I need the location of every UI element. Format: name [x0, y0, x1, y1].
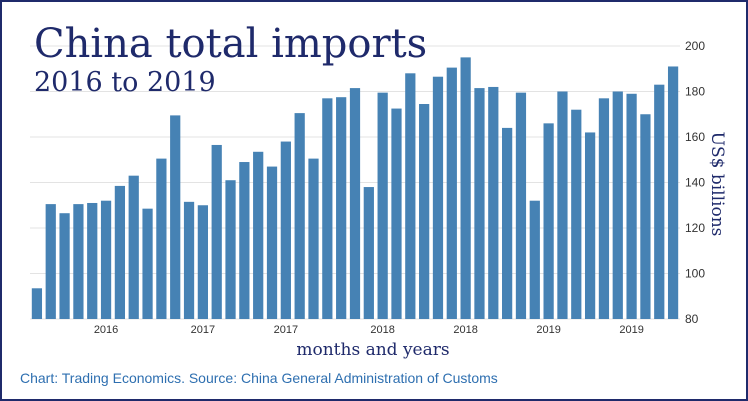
bar-5	[100, 200, 112, 319]
bar-45	[654, 84, 665, 320]
chart-subtitle: 2016 to 2019	[34, 67, 216, 98]
bar-9	[156, 158, 167, 319]
bar-26	[391, 108, 402, 319]
bar-16	[253, 151, 264, 319]
x-tick-label: 2017	[191, 324, 215, 336]
bar-18	[280, 141, 291, 319]
bar-36	[529, 200, 540, 319]
x-tick-labels: 2016 2017 2017 2018 2018 2019 2019	[94, 324, 644, 336]
bar-31	[460, 57, 471, 320]
bar-12	[197, 205, 208, 319]
bar-43	[626, 93, 637, 319]
x-tick-label: 2018	[453, 324, 477, 336]
x-tick-label: 2018	[370, 324, 394, 336]
bar-10	[170, 115, 181, 319]
y-tick-label: 140	[685, 176, 705, 190]
bar-28	[419, 104, 430, 319]
bar-3	[73, 204, 84, 319]
bar-32	[474, 88, 485, 319]
bar-29	[432, 76, 444, 320]
bar-41	[598, 98, 610, 319]
bar-37	[543, 123, 554, 319]
bar-7	[128, 175, 139, 319]
source-note: Chart: Trading Economics. Source: China …	[20, 370, 498, 386]
x-tick-label: 2019	[536, 324, 560, 336]
bar-19	[294, 113, 305, 319]
bar-11	[183, 201, 195, 319]
bar-34	[502, 127, 513, 320]
bar-39	[571, 109, 582, 319]
y-tick-label: 80	[685, 312, 699, 326]
y-axis-title: US$ billions	[707, 132, 727, 237]
bar-4	[87, 202, 98, 319]
chart-title: China total imports	[34, 21, 427, 67]
bar-17	[266, 166, 278, 319]
bar-22	[336, 97, 347, 319]
bar-13	[211, 144, 222, 319]
y-tick-labels: 80 100 120 140 160 180 200	[685, 39, 705, 326]
x-tick-label: 2017	[274, 324, 298, 336]
bar-25	[377, 92, 388, 319]
bar-21	[322, 98, 333, 319]
bars	[31, 57, 679, 320]
bar-6	[114, 185, 126, 319]
x-tick-label: 2016	[94, 324, 118, 336]
bar-2	[59, 213, 70, 319]
bar-46	[667, 66, 679, 319]
bar-15	[239, 162, 250, 319]
y-tick-label: 160	[685, 130, 705, 144]
bar-44	[640, 114, 651, 319]
bar-1	[45, 204, 56, 319]
y-tick-label: 120	[685, 221, 705, 235]
x-tick-label: 2019	[619, 324, 643, 336]
bar-35	[515, 92, 527, 319]
bar-38	[557, 91, 568, 319]
bar-8	[142, 208, 153, 319]
y-tick-label: 180	[685, 85, 705, 99]
bar-30	[446, 67, 457, 319]
bar-40	[584, 132, 596, 319]
bar-42	[612, 91, 623, 319]
y-tick-label: 200	[685, 39, 705, 53]
bar-33	[488, 86, 499, 319]
bar-14	[225, 180, 236, 319]
bar-23	[349, 88, 361, 319]
bar-27	[405, 73, 416, 319]
bar-20	[308, 158, 319, 319]
bar-24	[363, 187, 374, 319]
y-tick-label: 100	[685, 267, 705, 281]
bar-0	[31, 288, 43, 319]
x-axis-title: months and years	[296, 340, 449, 360]
